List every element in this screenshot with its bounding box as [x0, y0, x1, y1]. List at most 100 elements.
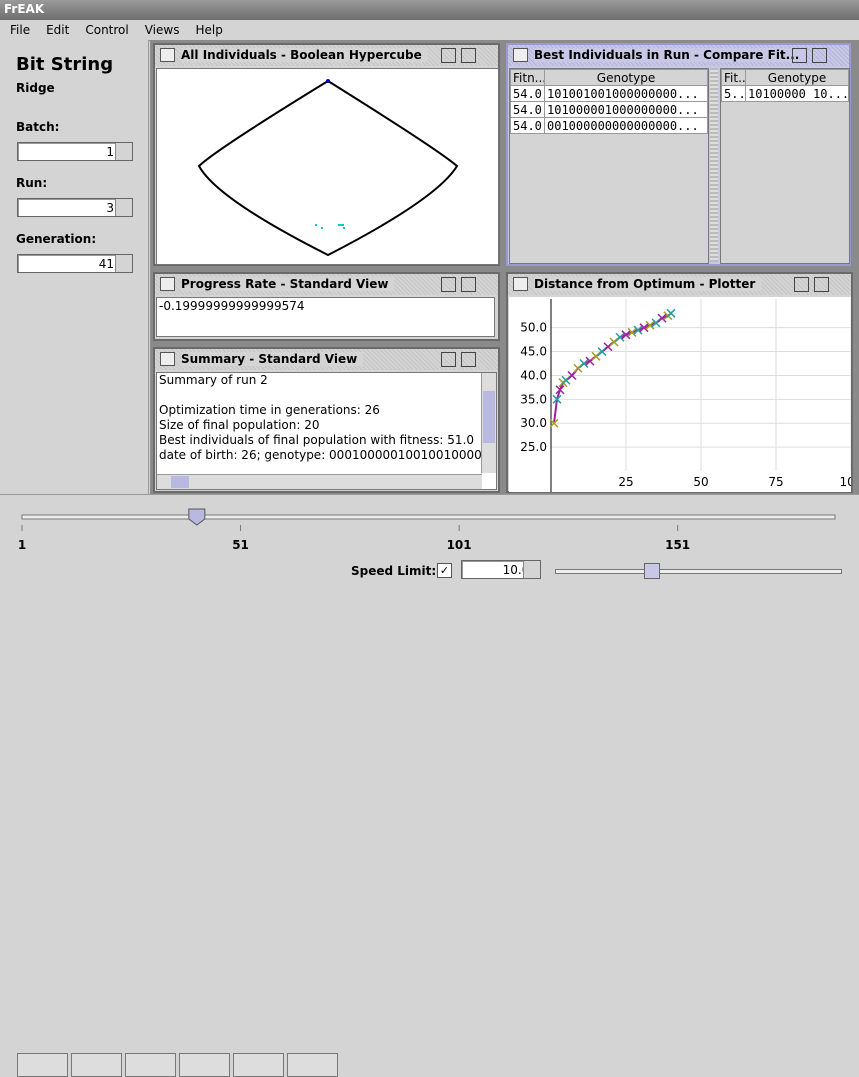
frame-buttons[interactable] — [436, 277, 494, 314]
menu-item[interactable]: File — [10, 23, 31, 37]
column-header[interactable]: Fitn... — [510, 69, 545, 86]
vertical-scrollbar[interactable] — [481, 373, 496, 473]
x-tick-label: 100 — [840, 475, 851, 489]
cell: 54.0 — [510, 117, 545, 134]
speed-label: Speed Limit: — [351, 564, 437, 578]
summary-line: Summary of run 2 — [159, 373, 268, 387]
point — [609, 337, 619, 347]
title-text: Best Individuals in Run - Compare Fit... — [534, 48, 806, 62]
internal-frame: Best Individuals in Run - Compare Fit...… — [506, 43, 851, 266]
control-panel: 1 51 101 151 Speed Limit: ✓ 10.00 — [0, 494, 859, 1077]
internal-frame: Summary - Standard View Summary of run 2… — [153, 347, 500, 493]
frame-buttons[interactable] — [789, 277, 847, 314]
problem: Bit String — [16, 54, 114, 75]
frame-buttons[interactable] — [436, 48, 494, 85]
point — [555, 385, 565, 395]
cell: 54.0 — [510, 101, 545, 118]
variant: Ridge — [16, 81, 55, 95]
fast-forward-button[interactable] — [287, 1053, 338, 1077]
frame-buttons[interactable] — [787, 48, 845, 85]
spinner[interactable]: 1 — [17, 142, 133, 161]
plot: 25.0 30.0 35.0 40.0 45.0 50.0 25 50 75 100 — [509, 297, 851, 492]
speed-checkbox[interactable]: ✓ — [437, 563, 452, 578]
timeline-slider[interactable]: 1 51 101 151 — [0, 495, 859, 555]
title-bar: FrEAK — [0, 0, 859, 20]
progress-value: -0.19999999999999574 — [156, 297, 495, 337]
y-tick-label: 40.0 — [520, 368, 547, 382]
slider-label: 101 — [447, 538, 472, 552]
spinner[interactable]: 41 — [17, 254, 133, 273]
cell: 10100000 10... — [745, 85, 849, 102]
x-tick-label: 50 — [693, 475, 708, 489]
spinner[interactable]: 3 — [17, 198, 133, 217]
split-divider[interactable] — [710, 68, 718, 262]
window-title: FrEAK — [4, 2, 45, 16]
table-panel: Fit...Genotype 5...10100000 10... — [720, 68, 850, 264]
x-tick-label: 75 — [768, 475, 783, 489]
summary-line: Optimization time in generations: 26 — [159, 403, 380, 417]
step-back-button[interactable] — [71, 1053, 122, 1077]
point — [645, 320, 655, 330]
slider-label: 1 — [18, 538, 26, 552]
menu-item[interactable]: Edit — [46, 23, 70, 37]
column-header[interactable]: Genotype — [544, 69, 708, 86]
table: Fit...Genotype 5...10100000 10... — [721, 69, 849, 102]
point — [579, 358, 589, 369]
cell: 5... — [721, 85, 746, 102]
summary-text: Summary of run 2 Optimization time in ge… — [156, 372, 497, 490]
y-tick-label: 35.0 — [520, 392, 547, 406]
frame-title: Summary - Standard View — [155, 349, 498, 389]
horizontal-scrollbar[interactable] — [157, 474, 482, 489]
title-text: Progress Rate - Standard View — [181, 277, 395, 291]
cell: 54.0 — [510, 85, 545, 102]
point — [666, 308, 676, 318]
play-button[interactable] — [179, 1053, 230, 1077]
label: Generation: — [16, 232, 97, 246]
column-header[interactable]: Fit... — [721, 69, 746, 86]
frame-title: Progress Rate - Standard View — [155, 274, 498, 314]
frame-title: Best Individuals in Run - Compare Fit... — [508, 45, 849, 85]
slider-thumb — [188, 508, 206, 526]
speed-slider[interactable] — [555, 563, 842, 579]
pause-button[interactable] — [125, 1053, 176, 1077]
step-button[interactable] — [233, 1053, 284, 1077]
menu-item[interactable]: Help — [195, 23, 223, 37]
point — [657, 313, 667, 323]
point — [597, 347, 607, 357]
menu-item[interactable]: Control — [85, 23, 129, 37]
point — [552, 394, 562, 404]
point — [615, 332, 625, 342]
rewind-button[interactable] — [17, 1053, 68, 1077]
point — [603, 342, 613, 352]
trend-line — [553, 312, 672, 424]
title-text: All Individuals - Boolean Hypercube — [181, 48, 428, 62]
x-tick-label: 25 — [618, 475, 633, 489]
frame-buttons[interactable] — [436, 352, 494, 389]
point — [591, 351, 601, 361]
point — [561, 375, 571, 385]
point — [633, 325, 643, 335]
point — [585, 356, 595, 366]
internal-frame: Distance from Optimum - Plotter 25.0 30.0… — [506, 272, 853, 493]
label: Batch: — [16, 120, 60, 134]
cell: 101001001000000000... — [544, 85, 708, 102]
slider-track — [21, 514, 836, 520]
summary-line: Size of final population: 20 — [159, 418, 320, 432]
menu-item[interactable]: Views — [144, 23, 180, 37]
point — [651, 318, 661, 328]
point — [621, 330, 631, 340]
frame-title: All Individuals - Boolean Hypercube — [155, 45, 498, 85]
y-tick-label: 25.0 — [520, 440, 547, 454]
speed-field[interactable]: 10.00 — [461, 560, 541, 579]
point — [627, 327, 637, 337]
left-panel: Bit String Ridge Batch: 1 Run: 3 Generat… — [0, 40, 149, 494]
column-header[interactable]: Genotype — [745, 69, 849, 86]
point — [567, 370, 577, 380]
summary-line: date of birth: 26; genotype: 00010000010… — [159, 448, 482, 462]
cell: 001000000000000000... — [544, 117, 708, 134]
point — [549, 418, 559, 428]
y-tick-label: 50.0 — [520, 321, 547, 335]
y-tick-label: 45.0 — [520, 345, 547, 359]
internal-frame: All Individuals - Boolean Hypercube — [153, 43, 500, 266]
